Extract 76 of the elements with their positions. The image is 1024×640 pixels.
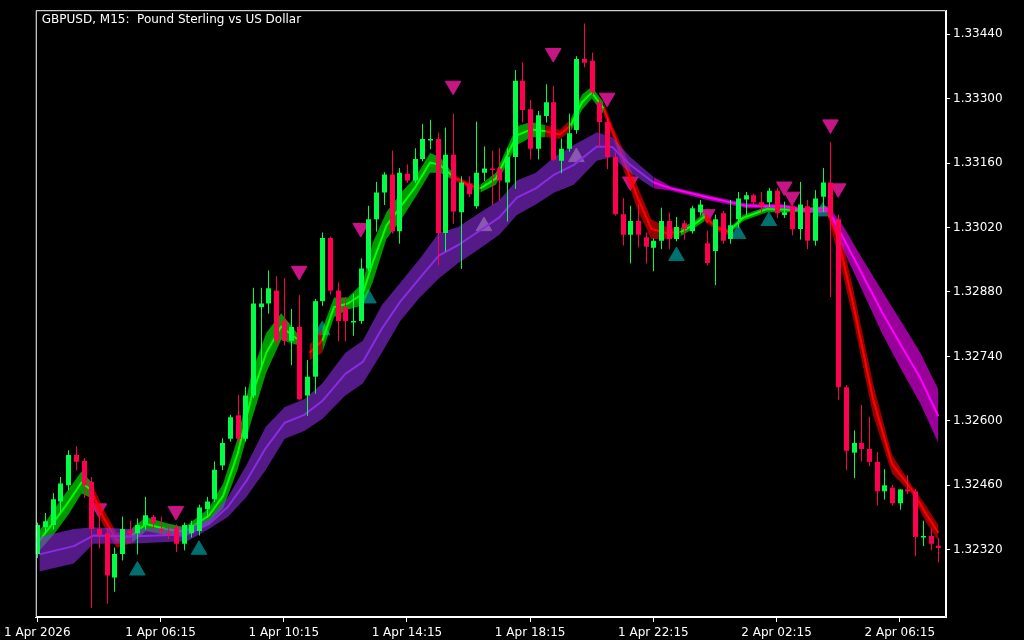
candlestick	[174, 524, 179, 553]
candlestick	[420, 123, 425, 162]
y-tick-label: 1.33020	[953, 219, 1003, 234]
candlestick	[289, 308, 294, 366]
candlestick	[228, 414, 233, 442]
candlestick	[674, 216, 679, 242]
candlestick	[659, 207, 664, 250]
candlestick	[182, 522, 187, 551]
candlestick	[728, 199, 733, 244]
y-tick-label: 1.32600	[953, 413, 1003, 427]
candlestick	[690, 205, 695, 234]
candlestick	[266, 270, 271, 314]
candlestick	[559, 138, 564, 174]
candlestick	[74, 446, 79, 471]
x-tick-label: 1 Apr 10:15	[248, 625, 320, 640]
candlestick	[744, 192, 749, 216]
candlestick	[58, 477, 63, 514]
candlestick	[882, 469, 887, 500]
candlestick	[497, 148, 502, 201]
candlestick	[236, 395, 241, 444]
x-tick-label: 1 Apr 06:15	[125, 625, 196, 640]
candlestick	[544, 84, 549, 123]
candlestick	[467, 176, 472, 198]
candlestick	[621, 198, 626, 246]
candlestick	[929, 528, 934, 551]
candlestick	[482, 146, 487, 182]
chart-title: GBPUSD, M15: Pound Sterling vs US Dollar	[41, 12, 302, 27]
candlestick	[43, 512, 48, 534]
candlestick	[775, 187, 780, 218]
candlestick	[305, 360, 310, 416]
candlestick	[220, 438, 225, 471]
candlestick	[259, 287, 264, 370]
candlestick	[159, 516, 164, 536]
candlestick	[859, 404, 864, 462]
x-tick-label: 1 Apr 22:15	[618, 625, 689, 640]
y-tick-label: 1.32320	[953, 541, 1003, 556]
x-tick-label: 2 Apr 02:15	[741, 625, 812, 640]
x-tick-label: 1 Apr 2026	[4, 625, 71, 640]
candlestick	[759, 192, 764, 213]
candlestick	[628, 205, 633, 264]
candlestick	[644, 232, 649, 264]
candlestick	[636, 203, 641, 248]
candlestick	[852, 430, 857, 478]
candlestick	[905, 475, 910, 495]
candlestick	[97, 516, 102, 549]
candlestick	[135, 518, 140, 555]
candlestick	[651, 238, 656, 272]
candlestick	[428, 119, 433, 150]
candlestick	[736, 192, 741, 228]
candlestick	[112, 547, 117, 592]
candlestick	[890, 484, 895, 506]
y-tick-label: 1.33440	[953, 26, 1003, 41]
candlestick	[413, 148, 418, 183]
candlestick	[143, 496, 148, 530]
x-tick-label: 2 Apr 06:15	[864, 625, 936, 640]
candlestick	[197, 504, 202, 536]
y-tick-label: 1.33300	[953, 90, 1003, 105]
candlestick	[166, 524, 171, 540]
x-tick-label: 1 Apr 18:15	[494, 625, 566, 640]
candlestick	[867, 416, 872, 467]
y-tick-label: 1.32740	[953, 348, 1003, 363]
candlestick	[282, 278, 287, 346]
y-tick-label: 1.32880	[953, 284, 1003, 299]
candlestick	[567, 113, 572, 152]
candlestick	[582, 23, 587, 68]
candlestick	[821, 168, 826, 212]
candlestick	[705, 230, 710, 266]
candlestick	[382, 172, 387, 205]
candlestick	[343, 296, 348, 342]
y-tick-label: 1.33160	[953, 155, 1003, 170]
candlestick	[205, 496, 210, 518]
y-tick-label: 1.32460	[953, 477, 1003, 492]
candlestick	[790, 201, 795, 236]
x-tick-label: 1 Apr 14:15	[371, 625, 443, 640]
candlestick	[667, 212, 672, 250]
candlestick	[898, 488, 903, 510]
